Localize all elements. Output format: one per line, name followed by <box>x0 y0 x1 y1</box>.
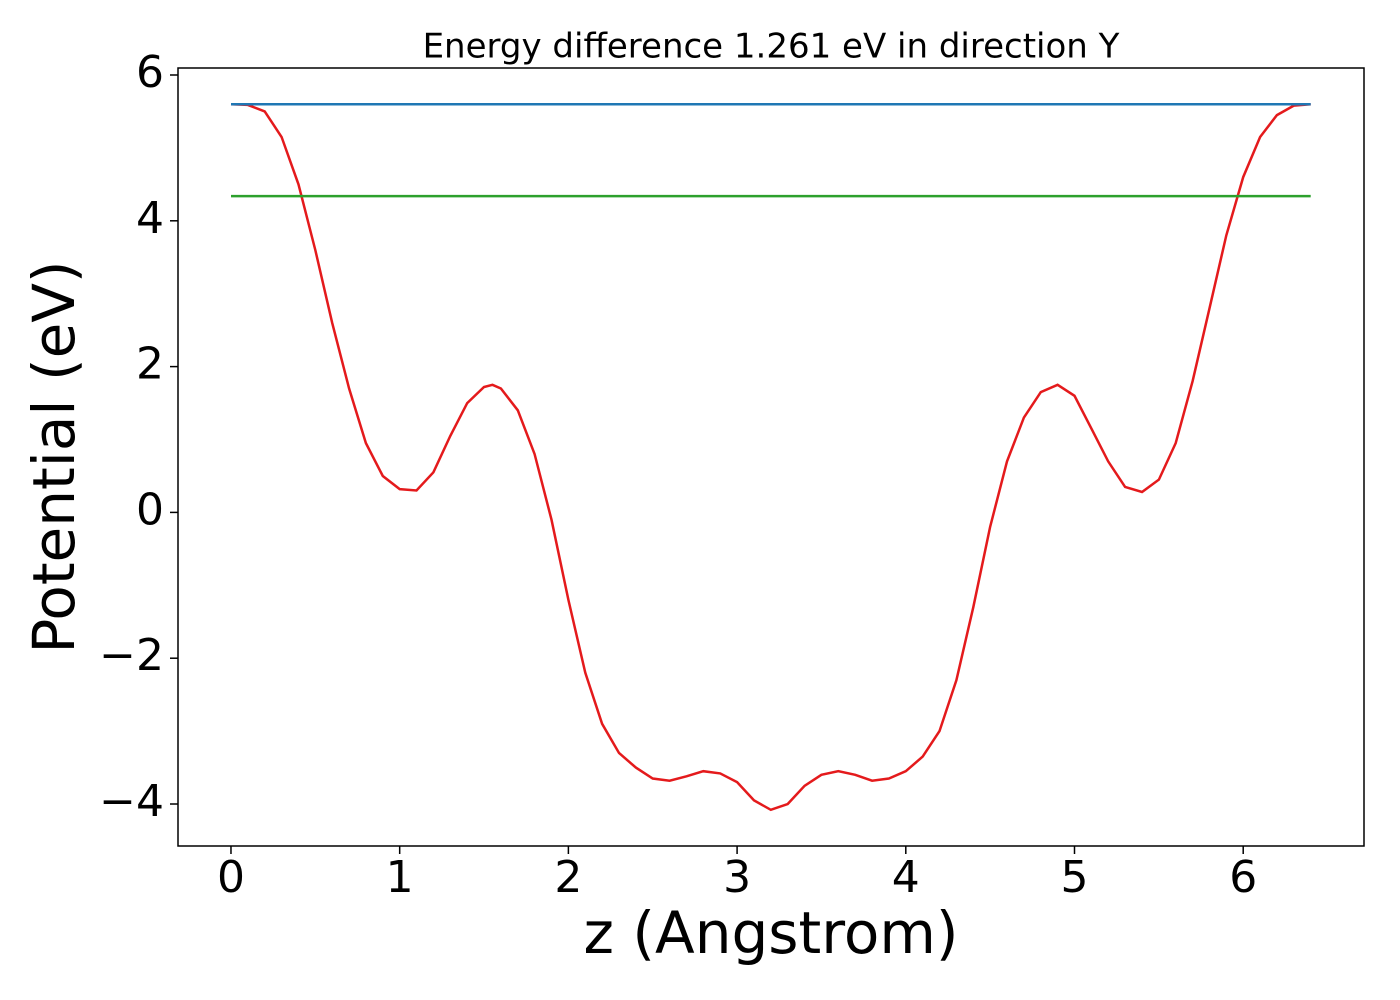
x-tick-label: 3 <box>723 852 751 903</box>
chart-title: Energy difference 1.261 eV in direction … <box>423 27 1120 67</box>
plot-frame <box>177 67 1365 847</box>
x-tick-label: 0 <box>217 852 245 903</box>
x-tick-label: 6 <box>1229 852 1257 903</box>
y-tick-label: −2 <box>99 630 164 681</box>
y-tick-label: 2 <box>136 339 164 390</box>
y-tick-label: 6 <box>136 47 164 98</box>
series-line <box>230 102 1311 812</box>
x-tick-label: 1 <box>386 852 414 903</box>
x-tick-label: 2 <box>554 852 582 903</box>
x-tick-label: 4 <box>892 852 920 903</box>
y-tick-label: 4 <box>136 193 164 244</box>
x-tick-label: 5 <box>1061 852 1089 903</box>
y-tick-label: −4 <box>99 776 164 827</box>
y-axis-label: Potential (eV) <box>20 260 88 653</box>
y-tick-label: 0 <box>136 484 164 535</box>
x-axis-label: z (Angstrom) <box>584 899 959 967</box>
